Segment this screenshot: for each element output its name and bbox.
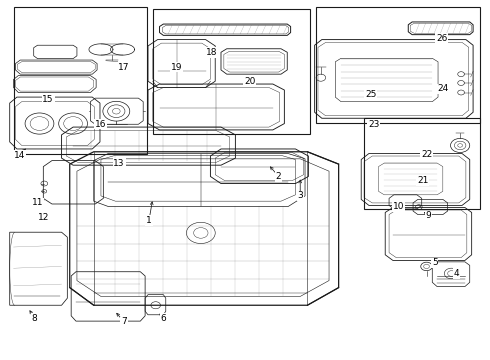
Text: 9: 9 xyxy=(425,211,431,220)
Text: 20: 20 xyxy=(244,77,255,86)
Text: 5: 5 xyxy=(432,258,438,267)
Bar xyxy=(316,7,480,123)
Text: 16: 16 xyxy=(95,120,107,129)
Bar xyxy=(14,7,147,154)
Text: 4: 4 xyxy=(453,269,459,278)
Text: 11: 11 xyxy=(32,198,43,207)
Text: 8: 8 xyxy=(32,314,38,323)
Text: 3: 3 xyxy=(297,192,303,201)
Text: 2: 2 xyxy=(276,172,281,181)
Text: 25: 25 xyxy=(365,90,376,99)
Text: 24: 24 xyxy=(437,85,448,94)
Text: 12: 12 xyxy=(38,212,49,221)
Text: 13: 13 xyxy=(114,158,125,167)
Text: 17: 17 xyxy=(118,63,130,72)
Text: 21: 21 xyxy=(417,176,428,185)
Text: 6: 6 xyxy=(161,314,166,323)
Text: 19: 19 xyxy=(171,63,183,72)
Text: 15: 15 xyxy=(42,95,54,104)
Text: 22: 22 xyxy=(421,150,432,159)
Text: 7: 7 xyxy=(121,317,127,326)
Text: 10: 10 xyxy=(393,202,404,211)
Text: 18: 18 xyxy=(206,48,217,57)
Bar xyxy=(364,118,480,209)
Text: 23: 23 xyxy=(368,120,379,129)
Text: 1: 1 xyxy=(146,216,152,225)
Text: 26: 26 xyxy=(436,34,447,43)
Text: 14: 14 xyxy=(14,151,25,160)
Bar xyxy=(153,9,310,134)
